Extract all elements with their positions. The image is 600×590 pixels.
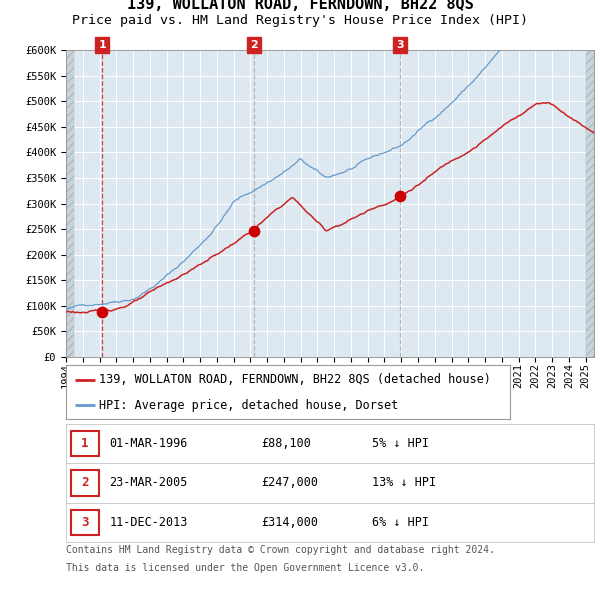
Text: 01-MAR-1996: 01-MAR-1996 (109, 437, 188, 450)
Text: 139, WOLLATON ROAD, FERNDOWN, BH22 8QS: 139, WOLLATON ROAD, FERNDOWN, BH22 8QS (127, 0, 473, 12)
Point (250, 226, 259, 235)
Text: 139, WOLLATON ROAD, FERNDOWN, BH22 8QS (detached house): 139, WOLLATON ROAD, FERNDOWN, BH22 8QS (… (100, 373, 491, 386)
Text: 3: 3 (81, 516, 89, 529)
Text: 6% ↓ HPI: 6% ↓ HPI (372, 516, 429, 529)
Text: 1: 1 (81, 437, 89, 450)
Text: 5% ↓ HPI: 5% ↓ HPI (372, 437, 429, 450)
FancyBboxPatch shape (71, 510, 99, 535)
Text: 1: 1 (98, 40, 106, 50)
FancyBboxPatch shape (71, 431, 99, 456)
Text: 3: 3 (397, 40, 404, 50)
Text: 13% ↓ HPI: 13% ↓ HPI (372, 476, 436, 490)
Text: 11-DEC-2013: 11-DEC-2013 (109, 516, 188, 529)
Point (98, 307, 107, 317)
Text: 2: 2 (250, 40, 258, 50)
Text: This data is licensed under the Open Government Licence v3.0.: This data is licensed under the Open Gov… (66, 563, 424, 573)
FancyBboxPatch shape (71, 470, 99, 496)
Text: 2: 2 (81, 476, 89, 490)
Text: 23-MAR-2005: 23-MAR-2005 (109, 476, 188, 490)
Text: £88,100: £88,100 (262, 437, 311, 450)
Text: Contains HM Land Registry data © Crown copyright and database right 2024.: Contains HM Land Registry data © Crown c… (66, 545, 495, 555)
Text: HPI: Average price, detached house, Dorset: HPI: Average price, detached house, Dors… (100, 399, 398, 412)
Point (395, 192, 405, 201)
Text: £314,000: £314,000 (262, 516, 319, 529)
Text: £247,000: £247,000 (262, 476, 319, 490)
Text: Price paid vs. HM Land Registry's House Price Index (HPI): Price paid vs. HM Land Registry's House … (72, 14, 528, 27)
